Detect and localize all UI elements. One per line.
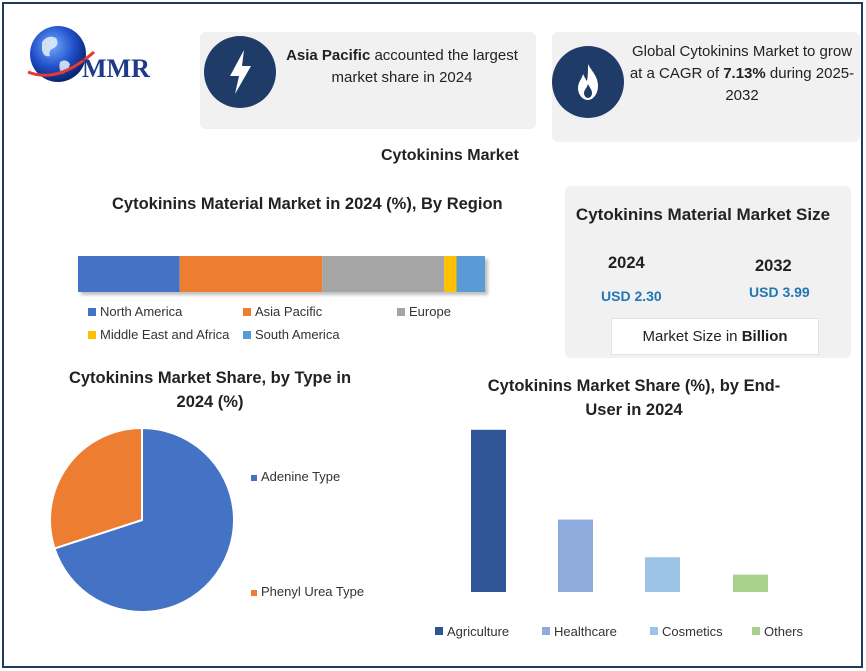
cagr-info-card: Global Cytokinins Market to grow at a CA… <box>552 32 860 142</box>
cagr-text-after: during 2025-2032 <box>725 65 855 104</box>
cagr-info-text: Global Cytokinins Market to grow at a CA… <box>626 41 858 107</box>
legend-label: Asia Pacific <box>255 304 323 319</box>
bar-legend-label-cosmetics: Cosmetics <box>662 624 723 639</box>
bar-healthcare <box>558 519 593 592</box>
asia-pacific-info-text: Asia Pacific accounted the largest marke… <box>285 45 519 89</box>
region-segment-asia-pacific <box>179 256 323 292</box>
end-user-chart-title: Cytokinins Market Share (%), by End-User… <box>487 377 781 419</box>
bar-legend-swatch <box>650 627 658 635</box>
region-legend-item-asia-pacific: Asia Pacific <box>243 304 322 319</box>
bar-legend-swatch <box>752 627 760 635</box>
pie-legend-label-adenine-type: Adenine Type <box>261 469 340 484</box>
lightning-icon <box>204 36 276 108</box>
region-segment-north-america <box>78 256 180 292</box>
bar-legend-swatch <box>435 627 443 635</box>
bar-legend-swatch <box>542 627 550 635</box>
mmr-logo: MMR <box>20 22 180 92</box>
type-pie-chart: Adenine Type Phenyl Urea Type <box>49 428 364 613</box>
legend-swatch <box>88 331 96 339</box>
pie-slice-adenine-type <box>53 428 235 613</box>
value-start: USD 2.30 <box>601 288 662 304</box>
market-size-box: Cytokinins Material Market Size 2024 USD… <box>565 186 851 358</box>
value-end: USD 3.99 <box>749 284 810 300</box>
region-legend-item-middle-east-and-africa: Middle East and Africa <box>88 327 229 342</box>
pie-legend-swatch <box>251 475 257 481</box>
legend-label: Middle East and Africa <box>100 327 230 342</box>
bar-legend-label-agriculture: Agriculture <box>447 624 509 639</box>
flame-icon <box>552 46 624 118</box>
region-chart-title: Cytokinins Material Market in 2024 (%), … <box>112 195 503 213</box>
legend-swatch <box>88 308 96 316</box>
legend-swatch <box>243 308 251 316</box>
bar-legend-label-others: Others <box>764 624 804 639</box>
region-segment-south-america <box>456 256 485 292</box>
region-legend-item-europe: Europe <box>397 304 451 319</box>
bar-others <box>733 574 768 592</box>
year-start: 2024 <box>608 254 645 272</box>
type-chart-title: Cytokinins Market Share, by Type in 2024… <box>68 369 352 411</box>
logo-text: MMR <box>82 54 150 83</box>
asia-pacific-highlight: Asia Pacific <box>286 47 371 64</box>
asia-pacific-info-body: accounted the largest market share in 20… <box>331 47 518 86</box>
year-end: 2032 <box>755 257 792 275</box>
bar-cosmetics <box>645 557 680 592</box>
pie-legend-label-phenyl-urea-type: Phenyl Urea Type <box>261 584 364 599</box>
main-title: Cytokinins Market <box>381 147 519 164</box>
region-segment-middle-east-and-africa <box>444 256 457 292</box>
legend-label: Europe <box>409 304 451 319</box>
unit-note-prefix: Market Size in <box>642 328 742 345</box>
pie-slice-phenyl-urea-type <box>49 428 143 550</box>
asia-pacific-info-card: Asia Pacific accounted the largest marke… <box>200 32 536 129</box>
legend-label: North America <box>100 304 183 319</box>
region-segment-europe <box>322 256 445 292</box>
legend-swatch <box>243 331 251 339</box>
market-size-unit-note: Market Size in Billion <box>611 318 819 355</box>
region-legend-item-north-america: North America <box>88 304 182 319</box>
globe-icon <box>27 26 95 82</box>
unit-note-unit: Billion <box>741 328 788 345</box>
bar-agriculture <box>471 429 506 592</box>
end-user-bar-chart: Agriculture Healthcare Cosmetics Others <box>435 429 804 639</box>
region-stacked-bar <box>78 256 485 292</box>
cagr-highlight: 7.13% <box>723 65 766 82</box>
legend-label: South America <box>255 327 340 342</box>
market-size-title: Cytokinins Material Market Size <box>575 205 831 224</box>
legend-swatch <box>397 308 405 316</box>
cagr-text-before: Global Cytokinins Market to grow at a CA… <box>629 43 853 82</box>
region-legend-item-south-america: South America <box>243 327 340 342</box>
bar-legend-label-healthcare: Healthcare <box>554 624 617 639</box>
pie-legend-swatch <box>251 590 257 596</box>
